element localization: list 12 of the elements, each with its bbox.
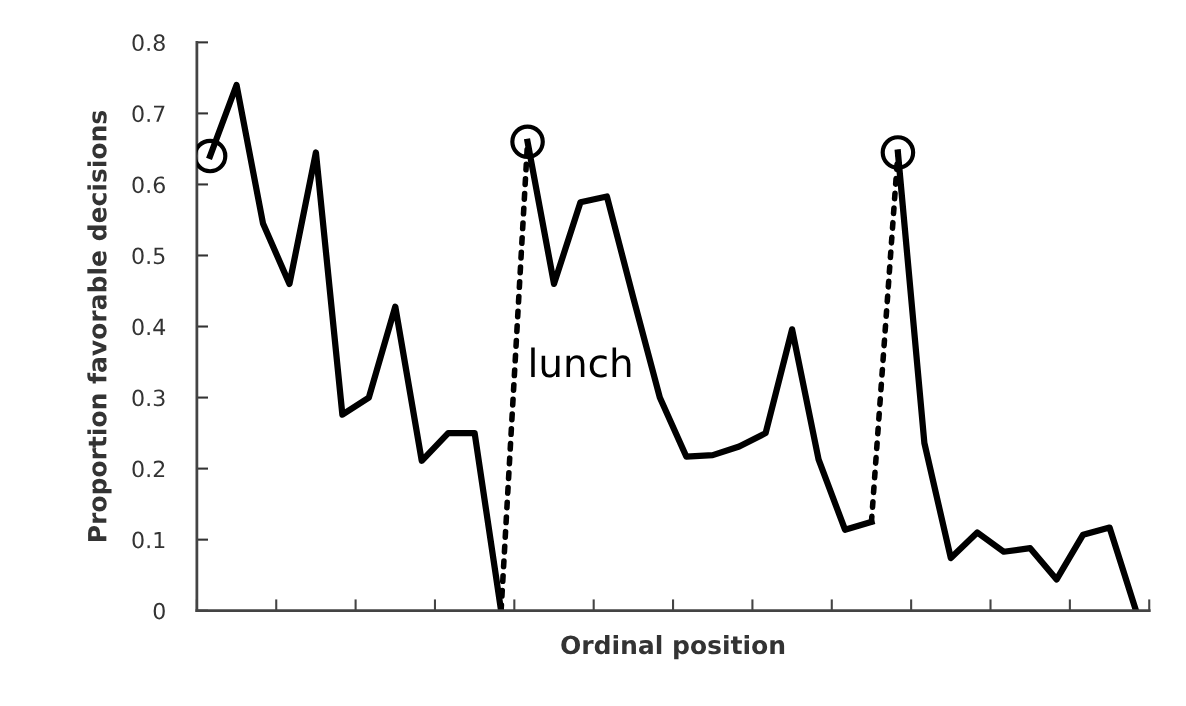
- y-tick-label: 0.8: [132, 34, 165, 52]
- y-tick-label: 0.3: [132, 389, 165, 407]
- y-tick-label: 0.6: [132, 176, 165, 194]
- y-tick-label: 0.5: [132, 247, 165, 265]
- y-tick-label: 0.1: [132, 531, 165, 549]
- y-tick-label: 0.7: [132, 105, 165, 123]
- y-tick-label: 0.4: [132, 318, 166, 336]
- y-tick-label: 0: [153, 602, 165, 620]
- y-tick-label: 0.2: [132, 460, 165, 478]
- annotation: lunch: [531, 347, 631, 378]
- y-axis-title: Proportion favorable decisions: [87, 110, 112, 541]
- x-axis-title: Ordinal position: [561, 635, 785, 660]
